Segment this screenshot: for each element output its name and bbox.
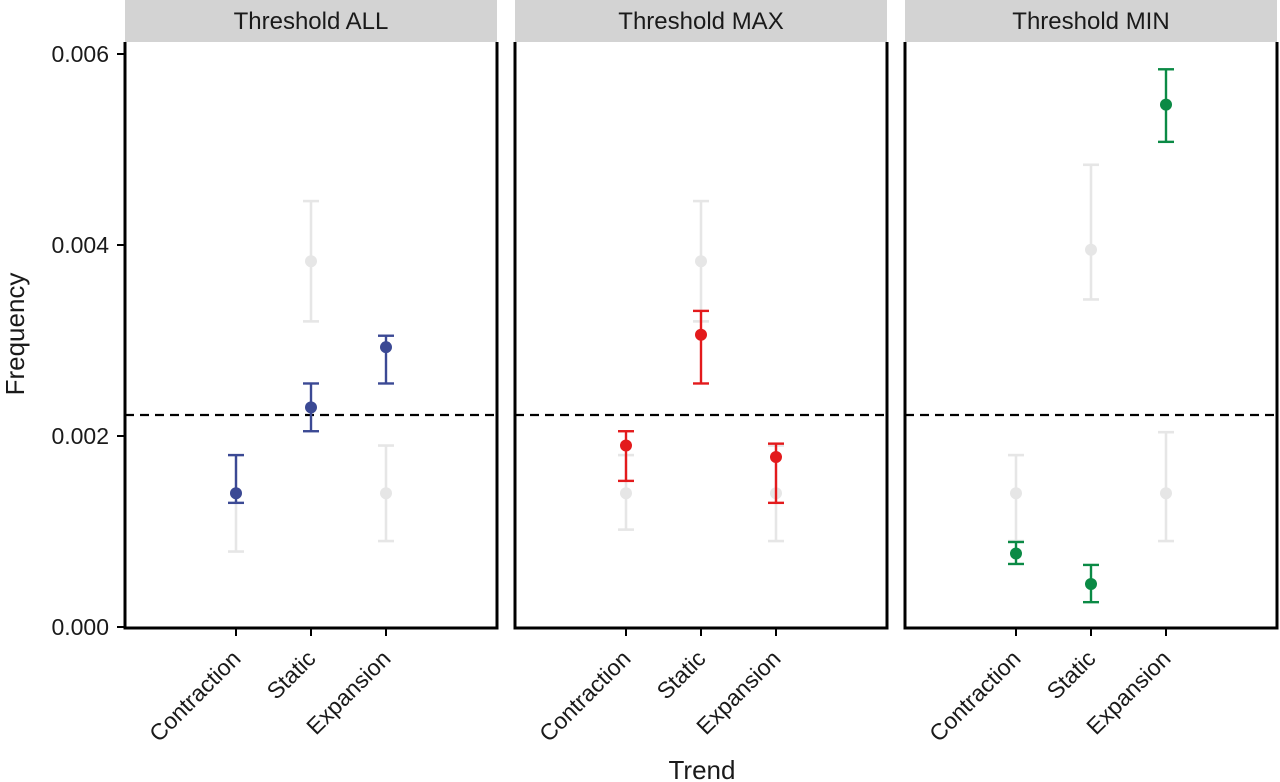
y-tick-label: 0.002: [51, 423, 109, 449]
y-axis-title: Frequency: [0, 273, 30, 396]
panel-title: Threshold MAX: [618, 8, 783, 35]
foreground-errorbar-static: [693, 309, 709, 385]
x-axis-title: Trend: [669, 755, 736, 782]
foreground-errorbar-contraction: [228, 453, 244, 505]
y-tick-label: 0.000: [51, 614, 109, 640]
x-tick-label: Contraction: [924, 645, 1026, 747]
foreground-errorbar-expansion: [1158, 68, 1174, 144]
foreground-point: [1085, 578, 1097, 591]
foreground-errorbar-static: [1083, 563, 1099, 604]
panel-border: [903, 42, 1279, 630]
foreground-errorbar-contraction: [1008, 540, 1024, 566]
background-errorbar-expansion: [378, 444, 394, 543]
foreground-errorbar-contraction: [618, 430, 634, 483]
background-point: [1010, 487, 1022, 500]
background-point: [620, 487, 632, 500]
panel-strip: [905, 0, 1277, 42]
x-tick-label: Static: [651, 645, 710, 704]
background-point: [305, 255, 317, 268]
y-tick-label: 0.004: [51, 232, 109, 258]
panel-strip: [125, 0, 497, 42]
background-errorbar-static: [693, 199, 709, 323]
y-tick-label: 0.006: [51, 41, 109, 67]
background-errorbar-contraction: [1008, 453, 1024, 543]
foreground-errorbar-expansion: [378, 334, 394, 385]
foreground-point: [1160, 98, 1172, 111]
foreground-point: [770, 451, 782, 464]
panel-title: Threshold MIN: [1012, 8, 1169, 35]
foreground-point: [695, 328, 707, 341]
background-point: [695, 255, 707, 268]
background-errorbar-static: [303, 199, 319, 323]
foreground-point: [1010, 547, 1022, 560]
background-errorbar-static: [1083, 163, 1099, 301]
foreground-point: [620, 439, 632, 452]
foreground-point: [380, 341, 392, 354]
panel-border: [123, 42, 499, 630]
foreground-errorbar-static: [303, 382, 319, 433]
foreground-errorbar-expansion: [768, 442, 784, 505]
background-errorbar-expansion: [1158, 430, 1174, 543]
x-tick-label: Static: [1041, 645, 1100, 704]
background-point: [1160, 487, 1172, 500]
x-tick-label: Contraction: [144, 645, 246, 747]
panel-title: Threshold ALL: [234, 8, 389, 35]
panel-strip: [515, 0, 887, 42]
background-point: [1085, 243, 1097, 256]
foreground-point: [305, 401, 317, 414]
background-point: [380, 487, 392, 500]
foreground-point: [230, 487, 242, 500]
x-tick-label: Static: [261, 645, 320, 704]
x-tick-label: Contraction: [534, 645, 636, 747]
y-axis: 0.000 0.002 0.004 0.006: [51, 41, 125, 640]
